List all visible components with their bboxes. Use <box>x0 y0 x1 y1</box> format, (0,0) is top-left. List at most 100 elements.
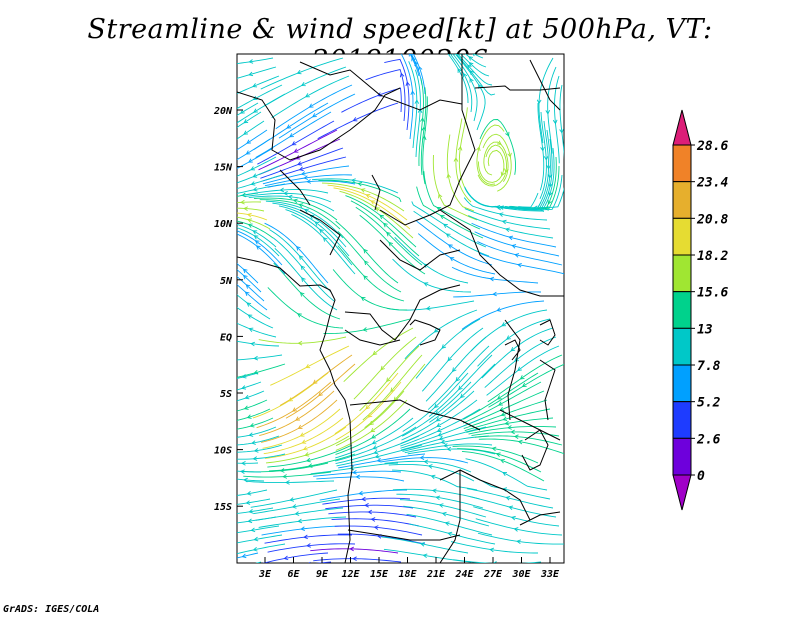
streamline <box>446 134 475 212</box>
streamline <box>404 443 493 454</box>
streamline <box>464 408 551 432</box>
lat-tick-label: 15N <box>214 163 233 174</box>
streamline <box>335 408 411 455</box>
streamline <box>463 399 548 429</box>
streamline <box>237 516 277 524</box>
streamline <box>388 463 475 482</box>
streamline-arrow <box>247 314 253 319</box>
map-panel: 3E 6E 9E 12E 15E 18E 21E 24E 27E 30E 33E 20N 15N 10N… <box>213 53 565 580</box>
streamline-arrow <box>410 90 416 95</box>
streamline-arrow <box>363 248 368 254</box>
colorbar-label: 20.8 <box>696 212 728 227</box>
streamline <box>237 129 268 151</box>
streamline-arrow <box>419 455 425 460</box>
streamline-arrow <box>250 181 256 186</box>
streamline <box>484 336 557 388</box>
streamline-arrow <box>304 93 310 98</box>
streamline <box>319 489 408 501</box>
streamline-arrow <box>489 276 495 282</box>
streamline-arrow <box>246 563 250 567</box>
streamline-arrow <box>438 436 444 441</box>
streamline <box>237 372 259 379</box>
streamline-arrow <box>443 443 449 448</box>
streamline-arrow <box>306 543 311 548</box>
streamline-arrow <box>249 423 255 428</box>
streamline-arrow <box>491 446 497 452</box>
streamline-arrow <box>545 110 551 115</box>
colorbar-segment <box>672 144 692 183</box>
streamline-arrow <box>468 61 474 67</box>
streamline <box>338 453 426 469</box>
streamline <box>345 195 417 248</box>
streamline-arrow <box>289 497 295 502</box>
streamline-arrow <box>311 113 317 118</box>
streamline-arrow <box>297 313 302 318</box>
streamline <box>313 470 402 477</box>
streamline-arrow <box>367 413 373 418</box>
streamline-arrow <box>436 206 442 212</box>
streamline <box>400 408 481 447</box>
streamline <box>259 390 335 437</box>
streamline <box>275 84 353 130</box>
colorbar-max-triangle <box>672 109 692 146</box>
streamline <box>479 119 517 175</box>
streamline <box>237 340 280 347</box>
streamline-arrow <box>252 173 258 178</box>
streamline <box>237 120 265 140</box>
streamline-arrow <box>241 385 247 390</box>
streamline <box>237 354 283 361</box>
grads-credit: GrADS: IGES/COLA <box>3 604 100 615</box>
streamline <box>267 543 356 553</box>
streamline-arrow <box>248 59 254 64</box>
streamline <box>337 533 426 545</box>
streamline <box>477 241 563 266</box>
streamline-arrow <box>489 547 495 553</box>
streamline <box>416 220 493 266</box>
streamline <box>537 102 545 191</box>
streamline <box>237 275 265 302</box>
streamline-arrow <box>367 509 373 515</box>
streamline-arrow <box>552 119 558 125</box>
streamline <box>335 417 414 459</box>
streamline <box>450 541 539 554</box>
streamline <box>237 284 268 311</box>
streamline-arrow <box>508 235 514 241</box>
streamline <box>420 87 427 176</box>
streamline-arrow <box>435 417 441 422</box>
streamline-arrow <box>418 65 423 71</box>
streamline-arrow <box>559 128 564 134</box>
streamline <box>278 205 350 257</box>
streamline-arrow <box>362 327 368 332</box>
streamline <box>341 87 402 113</box>
streamline <box>362 354 423 421</box>
streamline-arrow <box>244 394 250 400</box>
colorbar-segment <box>672 327 692 366</box>
streamline-arrow <box>301 277 306 282</box>
streamline-arrow <box>248 509 254 514</box>
streamline <box>333 187 411 230</box>
streamline-arrow <box>246 212 252 218</box>
streamline-arrow <box>386 231 391 237</box>
streamline <box>538 57 554 144</box>
streamline <box>474 435 563 446</box>
streamline <box>400 54 414 140</box>
streamline <box>359 345 420 412</box>
streamline-arrow <box>372 445 378 450</box>
streamline <box>415 318 481 379</box>
streamline-arrow <box>369 420 374 426</box>
streamline-arrow <box>414 99 420 104</box>
streamline <box>477 532 564 545</box>
lat-tick-label: EQ <box>220 332 232 343</box>
streamline <box>267 180 356 188</box>
streamline <box>473 54 484 59</box>
streamline-arrow <box>376 457 382 463</box>
streamline <box>262 552 329 563</box>
streamline <box>274 247 338 311</box>
streamline-arrow <box>458 385 463 391</box>
streamline-arrow <box>536 99 542 105</box>
streamline-arrow <box>252 230 258 235</box>
streamline <box>278 93 356 139</box>
streamline-arrow <box>365 194 371 199</box>
streamline-arrow <box>300 265 306 271</box>
streamline-arrow <box>504 227 510 233</box>
